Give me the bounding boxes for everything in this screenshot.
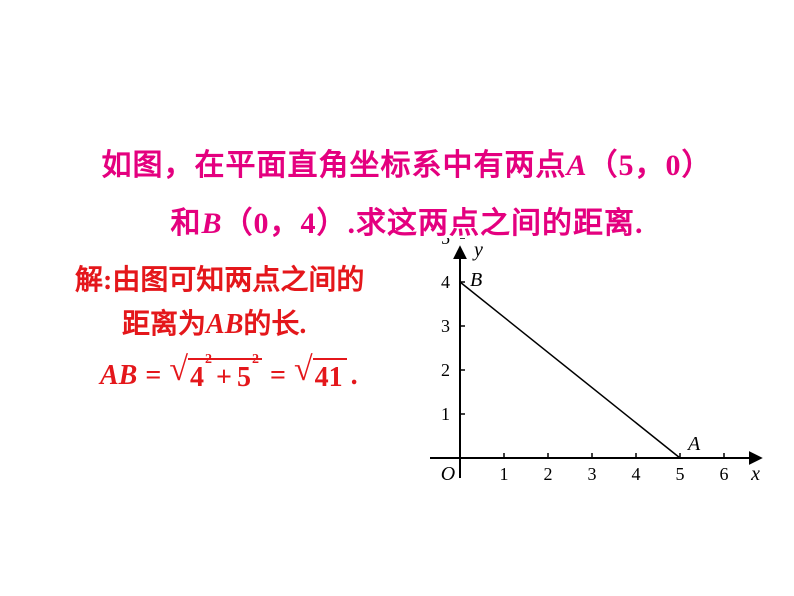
- solution-line-1: 解:由图可知两点之间的: [75, 258, 364, 298]
- sqrt-2: √ 41: [294, 358, 347, 394]
- svg-text:x: x: [750, 463, 760, 485]
- svg-text:4: 4: [441, 272, 450, 292]
- sqrt1-a: 4: [190, 362, 204, 394]
- point-b-name: B: [201, 207, 222, 240]
- solution-text-1: 解:由图可知两点之间的: [75, 265, 364, 296]
- svg-text:1: 1: [500, 464, 509, 484]
- solution-text-2: 距离为AB的长.: [122, 309, 306, 340]
- sqrt2-val: 41: [315, 362, 343, 394]
- sqrt-1: √ 42 + 52: [169, 358, 262, 394]
- sqrt-sign-2: √: [294, 356, 313, 384]
- problem-line-2: 和B（0，4）.求这两点之间的距离.: [50, 198, 764, 242]
- solution-dist-prefix: 距离为: [122, 309, 206, 340]
- sqrt1-plus: +: [216, 362, 232, 394]
- svg-text:3: 3: [441, 316, 450, 336]
- svg-text:6: 6: [720, 464, 729, 484]
- solution-ab: AB: [206, 309, 243, 340]
- sqrt1-b: 5: [237, 362, 251, 394]
- formula-eq-1: =: [145, 360, 161, 392]
- svg-text:3: 3: [588, 464, 597, 484]
- coordinate-chart: 1 2 3 4 5 6 1 2 3 4 5 Ox y A B: [410, 238, 770, 508]
- svg-text:2: 2: [441, 360, 450, 380]
- sqrt-body-1: 42 + 52: [188, 358, 262, 394]
- svg-text:2: 2: [544, 464, 553, 484]
- svg-text:5: 5: [441, 238, 450, 248]
- problem-and: 和: [170, 207, 201, 240]
- formula: AB = √ 42 + 52 = √ 41 .: [100, 358, 358, 394]
- svg-text:A: A: [686, 433, 701, 455]
- sqrt-sign-1: √: [169, 356, 188, 384]
- svg-text:4: 4: [632, 464, 641, 484]
- chart-svg: 1 2 3 4 5 6 1 2 3 4 5 Ox y A B: [410, 238, 770, 508]
- problem-suffix: .求这两点之间的距离.: [348, 207, 644, 240]
- sqrt1-b-exp: 2: [252, 352, 259, 368]
- page-container: 如图，在平面直角坐标系中有两点A（5，0） 和B（0，4）.求这两点之间的距离.…: [0, 0, 794, 596]
- formula-lhs: AB: [100, 360, 137, 392]
- formula-eq-2: =: [270, 360, 286, 392]
- point-b-coords: （0，4）: [223, 207, 348, 240]
- svg-text:1: 1: [441, 404, 450, 424]
- sqrt1-a-exp: 2: [205, 352, 212, 368]
- point-a-coords: （5，0）: [588, 149, 713, 182]
- formula-dot: .: [351, 360, 358, 392]
- svg-text:O: O: [441, 463, 455, 485]
- svg-text:5: 5: [676, 464, 685, 484]
- sqrt-body-2: 41: [313, 358, 347, 394]
- problem-text-2: 和B（0，4）.求这两点之间的距离.: [170, 207, 643, 240]
- svg-text:B: B: [470, 269, 482, 291]
- problem-line-1: 如图，在平面直角坐标系中有两点A（5，0）: [50, 140, 764, 184]
- problem-prefix-1: 如图，在平面直角坐标系中有两点: [101, 149, 566, 182]
- point-a-name: A: [566, 149, 587, 182]
- problem-text-1: 如图，在平面直角坐标系中有两点A（5，0）: [101, 149, 712, 182]
- svg-text:y: y: [472, 239, 483, 261]
- solution-suffix: 的长.: [243, 309, 306, 340]
- solution-line-2: 距离为AB的长.: [122, 302, 306, 342]
